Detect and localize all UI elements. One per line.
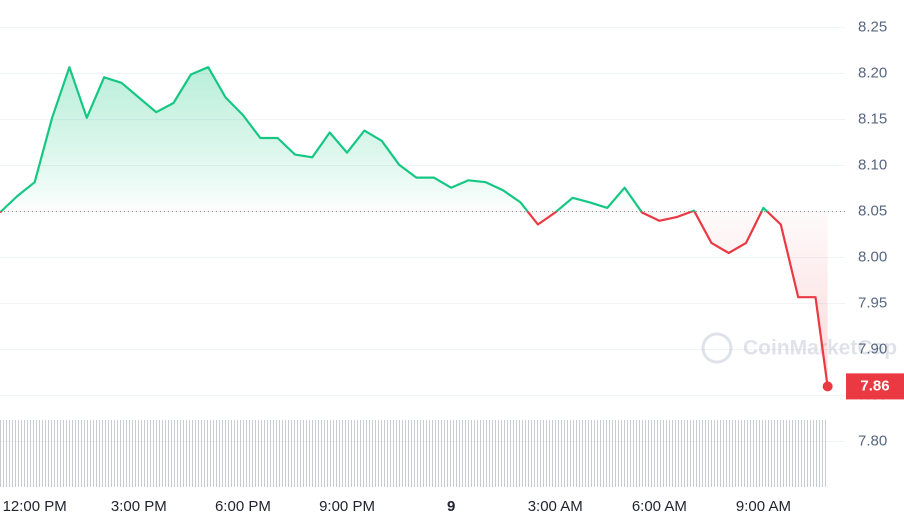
x-tick-label: 6:00 AM <box>632 498 687 515</box>
y-tick-label: 8.15 <box>858 111 887 128</box>
x-tick-label: 3:00 PM <box>111 498 167 515</box>
y-tick-label: 7.95 <box>858 295 887 312</box>
watermark: CoinMarketCap <box>701 332 897 364</box>
price-line <box>0 66 829 387</box>
price-tag <box>846 373 904 400</box>
watermark-text: CoinMarketCap <box>743 337 897 360</box>
x-tick-label: 9 <box>447 498 455 515</box>
y-tick-label: 8.05 <box>858 203 887 220</box>
y-tick-label: 7.80 <box>858 433 887 450</box>
x-tick-label: 9:00 AM <box>736 498 791 515</box>
x-tick-label: 3:00 AM <box>528 498 583 515</box>
x-tick-label: 9:00 PM <box>319 498 375 515</box>
y-tick-label: 8.25 <box>858 19 887 36</box>
price-tag-label: 7.86 <box>860 377 889 394</box>
x-tick-label: 12:00 PM <box>3 498 67 515</box>
last-point <box>822 381 833 392</box>
y-tick-label: 7.90 <box>858 341 887 358</box>
price-area <box>0 67 828 387</box>
volume-bars <box>0 420 828 487</box>
x-tick-label: 6:00 PM <box>215 498 271 515</box>
y-tick-label: 8.20 <box>858 65 887 82</box>
y-tick-label: 8.00 <box>858 249 887 266</box>
y-tick-label: 8.10 <box>858 157 887 174</box>
